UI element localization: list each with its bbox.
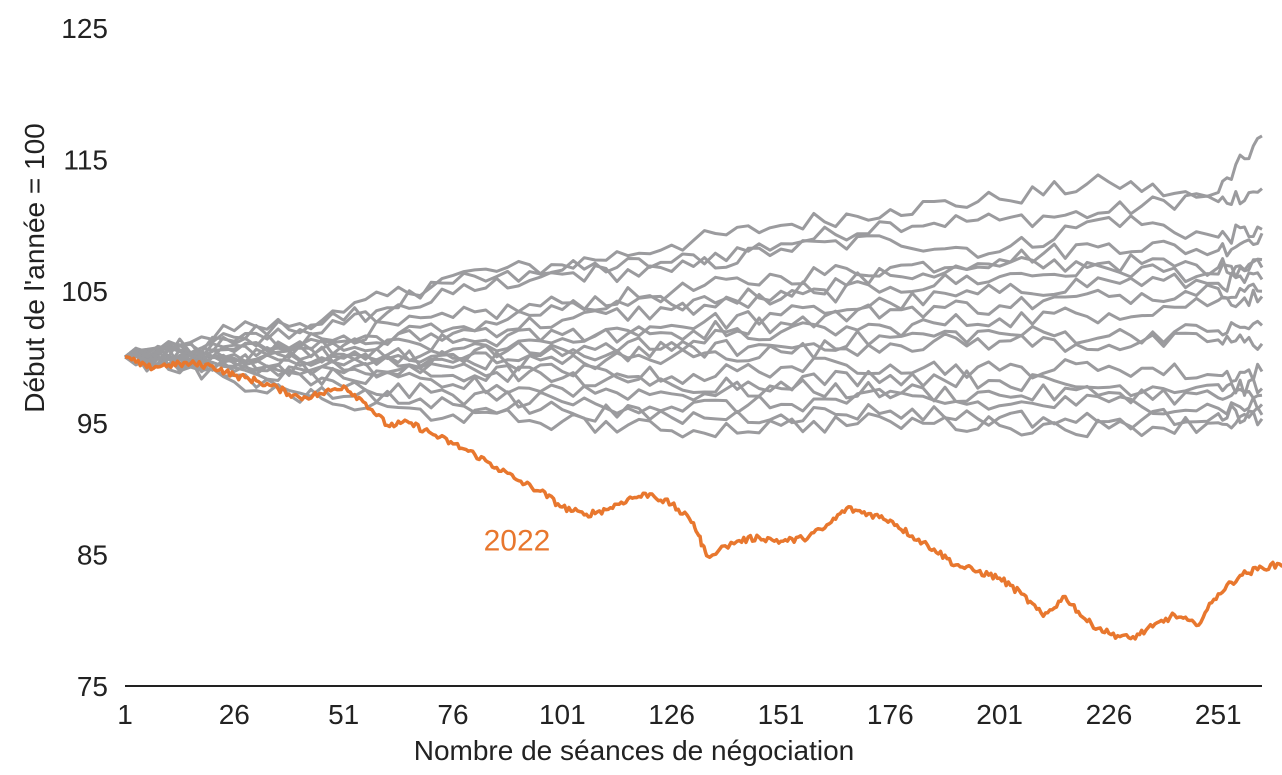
background-series-group [124, 134, 1264, 439]
y-tick-label: 115 [63, 145, 108, 176]
background-series-line-6 [124, 258, 1264, 367]
x-axis-title: Nombre de séances de négociation [414, 735, 855, 766]
background-series-line-15 [124, 352, 1264, 416]
background-series-line-7 [124, 271, 1264, 368]
x-tick-label: 126 [648, 699, 695, 730]
background-series-line-13 [124, 350, 1264, 398]
x-tick-label: 251 [1195, 699, 1242, 730]
annotation-2022: 2022 [484, 524, 551, 557]
series-line-2022 [125, 355, 1282, 641]
y-tick-label: 85 [77, 539, 108, 570]
x-tick-label: 176 [867, 699, 914, 730]
background-series-line-1 [124, 134, 1263, 359]
x-tick-label: 76 [437, 699, 468, 730]
y-tick-labels: 75 85 95 105 115 125 [61, 13, 108, 702]
x-tick-label: 26 [219, 699, 250, 730]
x-tick-label: 101 [539, 699, 586, 730]
background-series-line-3 [124, 214, 1263, 359]
background-series-line-11 [124, 331, 1264, 372]
x-tick-label: 201 [976, 699, 1023, 730]
background-series-line-8 [124, 282, 1263, 364]
x-tick-label: 226 [1086, 699, 1133, 730]
x-tick-label: 51 [328, 699, 359, 730]
y-tick-label: 75 [77, 671, 108, 702]
background-series-line-17 [124, 353, 1264, 439]
background-series-line-4 [124, 232, 1264, 359]
x-tick-labels: 1 26 51 76 101 126 151 176 201 226 251 [117, 699, 1241, 730]
x-tick-label: 151 [758, 699, 805, 730]
y-tick-label: 125 [61, 13, 108, 44]
background-series-line-12 [124, 354, 1264, 385]
highlight-series-group [125, 355, 1282, 641]
y-tick-label: 105 [61, 276, 108, 307]
y-axis-title: Début de l'année = 100 [19, 123, 50, 412]
y-tick-label: 95 [77, 408, 108, 439]
x-tick-label: 1 [117, 699, 133, 730]
background-series-line-2 [124, 173, 1263, 359]
